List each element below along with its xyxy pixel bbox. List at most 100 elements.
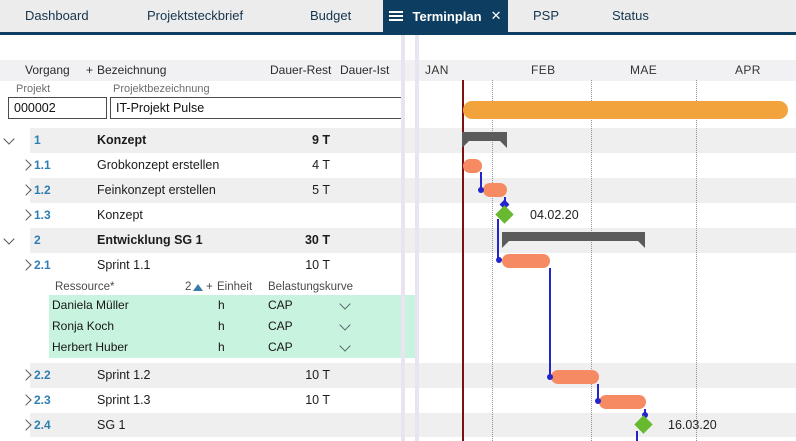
row-stripe <box>30 128 796 153</box>
task-dauer-rest: 10 T <box>305 393 330 407</box>
splitter-handle[interactable] <box>401 35 405 441</box>
task-name[interactable]: Feinkonzept erstellen <box>97 183 216 197</box>
task-dauer-rest: 4 T <box>312 158 330 172</box>
resource-sort-count[interactable]: 2 <box>185 281 192 293</box>
tab-projektsteckbrief[interactable]: Projektsteckbrief <box>147 8 244 23</box>
table-row-1.3[interactable]: 1.3 Konzept <box>0 203 417 228</box>
project-id-input[interactable] <box>8 97 107 119</box>
summary-cap <box>638 241 645 248</box>
expand-icon[interactable] <box>20 259 32 271</box>
dependency-line <box>549 268 551 376</box>
task-id: 2 <box>34 233 41 247</box>
table-row-2.3[interactable]: 2.3 Sprint 1.3 10 T <box>0 388 417 413</box>
col-header-bezeichnung[interactable]: Bezeichnung <box>97 63 167 77</box>
tab-psp[interactable]: PSP <box>533 8 560 23</box>
expand-icon[interactable] <box>20 209 32 221</box>
task-dauer-rest: 10 T <box>305 258 330 272</box>
resource-name[interactable]: Herbert Huber <box>52 340 129 354</box>
task-name[interactable]: Konzept <box>97 133 147 147</box>
summary-cap <box>502 241 509 248</box>
expand-icon[interactable] <box>20 184 32 196</box>
today-line <box>462 80 464 441</box>
col-header-vorgang[interactable]: Vorgang <box>25 63 70 77</box>
collapse-icon[interactable] <box>3 133 15 145</box>
table-row-2[interactable]: 2 Entwicklung SG 1 30 T <box>0 228 417 253</box>
resource-einheit[interactable]: h <box>218 340 225 354</box>
gantt-bar-2.2[interactable] <box>551 370 599 384</box>
task-id: 1 <box>34 133 41 147</box>
summary-cap <box>462 141 469 148</box>
task-dauer-rest: 30 T <box>304 233 330 247</box>
resource-einheit[interactable]: h <box>218 298 225 312</box>
resource-row[interactable]: Ronja Koch h CAP <box>49 316 417 337</box>
splitter-handle[interactable] <box>415 35 419 441</box>
task-name[interactable]: Grobkonzept erstellen <box>97 158 220 172</box>
projektbezeichnung-label: Projektbezeichnung <box>113 83 210 95</box>
task-id: 2.1 <box>34 258 51 272</box>
task-name[interactable]: Konzept <box>97 208 143 222</box>
expand-icon[interactable] <box>20 369 32 381</box>
gantt-bar-2.3[interactable] <box>599 395 646 409</box>
task-name[interactable]: SG 1 <box>97 418 126 432</box>
table-row-2.4[interactable]: 2.4 SG 1 <box>0 413 417 438</box>
resource-kurve[interactable]: CAP <box>268 319 293 333</box>
resource-name[interactable]: Daniela Müller <box>52 298 129 312</box>
task-dauer-rest: 10 T <box>305 368 330 382</box>
dependency-dot <box>547 374 553 380</box>
close-tab-icon[interactable]: ✕ <box>490 8 502 23</box>
dependency-dot <box>595 398 601 404</box>
gantt-bar-2.1[interactable] <box>502 254 550 268</box>
dropdown-chevron-icon[interactable] <box>339 340 351 352</box>
menu-icon[interactable] <box>389 11 404 21</box>
resource-kurve[interactable]: CAP <box>268 298 293 312</box>
resource-col-belastungskurve[interactable]: Belastungskurve <box>268 281 354 293</box>
table-row-1[interactable]: 1 Konzept 9 T <box>0 128 417 153</box>
add-resource-button[interactable]: + <box>206 281 213 293</box>
dropdown-chevron-icon[interactable] <box>339 319 351 331</box>
resource-col-einheit[interactable]: Einheit <box>217 281 253 293</box>
milestone-konzept-date: 04.02.20 <box>530 208 579 222</box>
add-column-button[interactable]: + <box>86 63 94 77</box>
task-dauer-rest: 9 T <box>311 133 330 147</box>
expand-icon[interactable] <box>20 419 32 431</box>
gantt-bar-1.2[interactable] <box>483 183 507 197</box>
gantt-summary-konzept[interactable] <box>462 132 507 141</box>
resource-row[interactable]: Daniela Müller h CAP <box>49 295 417 316</box>
table-row-1.2[interactable]: 1.2 Feinkonzept erstellen 5 T <box>0 178 417 203</box>
task-name[interactable]: Sprint 1.1 <box>97 258 151 272</box>
col-header-dauer-ist[interactable]: Dauer-Ist <box>340 63 390 77</box>
resource-name[interactable]: Ronja Koch <box>52 319 115 333</box>
tab-dashboard[interactable]: Dashboard <box>25 8 89 23</box>
summary-cap <box>500 141 507 148</box>
dependency-line <box>597 384 599 400</box>
collapse-icon[interactable] <box>3 233 15 245</box>
row-stripe <box>30 228 796 253</box>
tab-status[interactable]: Status <box>612 8 649 23</box>
dependency-dot <box>478 187 484 193</box>
gantt-summary-entwicklung-sg1[interactable] <box>502 232 645 241</box>
resource-einheit[interactable]: h <box>218 319 225 333</box>
resource-row[interactable]: Herbert Huber h CAP <box>49 337 417 358</box>
tab-terminplan-active[interactable]: Terminplan ✕ <box>383 0 508 32</box>
col-header-dauer-rest[interactable]: Dauer-Rest <box>270 63 332 77</box>
task-name[interactable]: Sprint 1.2 <box>97 368 151 382</box>
sort-ascending-icon[interactable] <box>193 284 203 291</box>
resource-col-name[interactable]: Ressource* <box>55 281 115 293</box>
resource-kurve[interactable]: CAP <box>268 340 293 354</box>
table-row-2.2[interactable]: 2.2 Sprint 1.2 10 T <box>0 363 417 388</box>
tab-budget[interactable]: Budget <box>310 8 352 23</box>
row-stripe <box>30 413 796 437</box>
task-dauer-rest: 5 T <box>312 183 330 197</box>
table-row-1.1[interactable]: 1.1 Grobkonzept erstellen 4 T <box>0 153 417 178</box>
expand-icon[interactable] <box>20 159 32 171</box>
gantt-bar-project[interactable] <box>463 101 788 119</box>
task-name[interactable]: Entwicklung SG 1 <box>97 233 203 247</box>
gantt-bar-1.1[interactable] <box>463 159 482 173</box>
task-name[interactable]: Sprint 1.3 <box>97 393 151 407</box>
expand-icon[interactable] <box>20 394 32 406</box>
project-name-input[interactable] <box>110 97 402 119</box>
dropdown-chevron-icon[interactable] <box>339 298 351 310</box>
table-row-2.1[interactable]: 2.1 Sprint 1.1 10 T <box>0 253 417 278</box>
dependency-line <box>497 219 499 260</box>
